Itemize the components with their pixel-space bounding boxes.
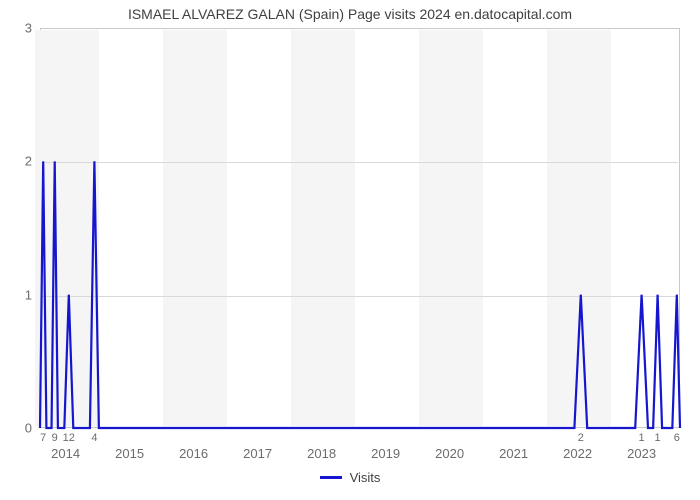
- x-tick-label: 2016: [179, 446, 208, 461]
- x-tick-label: 2020: [435, 446, 464, 461]
- x-tick-label: 2014: [51, 446, 80, 461]
- x-value-label: 2: [578, 432, 584, 444]
- chart-line-layer: [40, 28, 680, 428]
- x-value-label: 4: [91, 432, 97, 444]
- x-tick-label: 2021: [499, 446, 528, 461]
- x-value-label: 1: [655, 432, 661, 444]
- x-tick-label: 2018: [307, 446, 336, 461]
- chart-legend: Visits: [0, 470, 700, 485]
- y-tick-label: 1: [25, 287, 32, 302]
- y-tick-label: 2: [25, 154, 32, 169]
- x-tick-label: 2015: [115, 446, 144, 461]
- chart-plot-area: 0123201420152016201720182019202020212022…: [40, 28, 680, 428]
- x-tick-label: 2019: [371, 446, 400, 461]
- chart-title: ISMAEL ALVAREZ GALAN (Spain) Page visits…: [0, 6, 700, 22]
- y-tick-label: 0: [25, 421, 32, 436]
- x-value-label: 6: [674, 432, 680, 444]
- x-tick-label: 2017: [243, 446, 272, 461]
- x-tick-label: 2022: [563, 446, 592, 461]
- legend-label: Visits: [350, 470, 381, 485]
- series-line-visits: [40, 161, 680, 428]
- x-tick-label: 2023: [627, 446, 656, 461]
- x-value-label: 1: [639, 432, 645, 444]
- x-value-label: 7: [40, 432, 46, 444]
- x-value-label: 9: [52, 432, 58, 444]
- x-value-label: 12: [63, 432, 75, 444]
- y-tick-label: 3: [25, 21, 32, 36]
- legend-swatch: [320, 476, 342, 479]
